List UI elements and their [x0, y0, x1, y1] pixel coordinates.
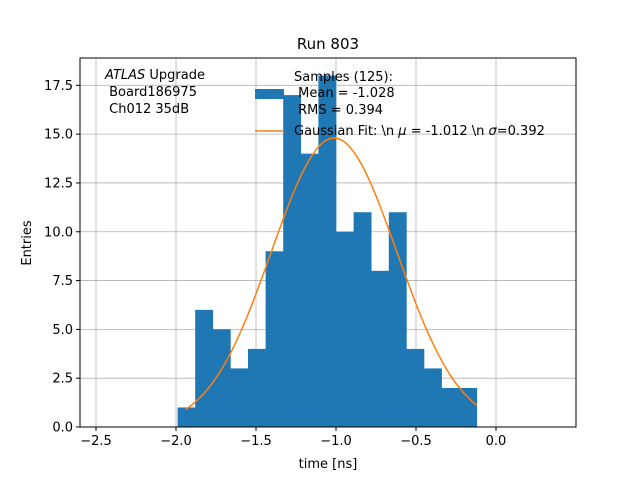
- histogram-bar-7: [300, 153, 319, 427]
- x-tick-label-5: 0.0: [486, 434, 507, 449]
- legend-samples-swatch: [255, 89, 284, 99]
- annotation-line-1: ATLAS Upgrade: [104, 68, 205, 83]
- legend-samples-line-3: RMS = 0.394: [294, 103, 383, 118]
- y-tick-label-3: 7.5: [52, 274, 73, 289]
- histogram-bar-10: [353, 212, 372, 427]
- y-tick-label-2: 5.0: [52, 323, 73, 338]
- y-tick-label-5: 12.5: [44, 176, 73, 191]
- histogram-bar-13: [406, 348, 425, 427]
- annotation-atlas: ATLAS: [104, 68, 145, 83]
- histogram-bar-12: [388, 212, 407, 427]
- legend-fit-label: Gaussian Fit: \n μ = -1.012 \n σ=0.392: [294, 124, 545, 139]
- y-tick-label-7: 17.5: [44, 79, 73, 94]
- histogram-bar-6: [283, 95, 302, 427]
- histogram-bar-2: [212, 329, 231, 427]
- histogram-bar-15: [441, 387, 460, 427]
- histogram-bar-1: [195, 309, 214, 427]
- histogram-bar-9: [336, 231, 354, 427]
- y-tick-label-0: 0.0: [52, 421, 73, 436]
- y-tick-label-4: 10.0: [44, 225, 73, 240]
- y-axis-label: Entries: [20, 220, 35, 266]
- x-tick-label-2: −1.5: [240, 434, 272, 449]
- x-tick-label-4: −0.5: [400, 434, 432, 449]
- histogram-bar-5: [265, 251, 284, 427]
- x-tick-label-0: −2.5: [80, 434, 112, 449]
- annotation-line-2: Board186975: [105, 85, 197, 100]
- x-tick-label-3: −1.0: [320, 434, 352, 449]
- x-axis-label: time [ns]: [299, 457, 358, 472]
- histogram-bar-14: [424, 368, 442, 427]
- legend-fit-prefix: Gaussian Fit: \n: [294, 124, 398, 139]
- y-tick-label-1: 2.5: [52, 372, 73, 387]
- histogram-bar-4: [248, 348, 266, 427]
- annotation-line-3: Ch012 35dB: [105, 102, 189, 117]
- legend-fit-suffix: =0.392: [497, 124, 545, 139]
- histogram-bar-16: [459, 387, 478, 427]
- legend-fit-middle: = -1.012 \n: [407, 124, 489, 139]
- x-tick-label-1: −2.0: [160, 434, 192, 449]
- plot-frame: [79, 57, 577, 428]
- gaussian-fit-line: [185, 137, 478, 411]
- legend: Samples (125): Mean = -1.028 RMS = 0.394…: [255, 70, 545, 139]
- legend-samples-line-2: Mean = -1.028: [294, 86, 395, 101]
- histogram-bar-0: [177, 407, 196, 427]
- x-axis-ticks: −2.5 −2.0 −1.5 −1.0 −0.5 0.0: [80, 427, 506, 449]
- histogram-bar-3: [230, 368, 249, 427]
- y-tick-label-6: 15.0: [44, 128, 73, 143]
- legend-fit-mu: μ: [397, 124, 406, 139]
- atlas-annotation: ATLAS Upgrade Board186975 Ch012 35dB: [104, 68, 205, 117]
- histogram-bar-8: [318, 75, 337, 428]
- legend-fit-sigma: σ: [489, 124, 498, 139]
- legend-samples-line-1: Samples (125):: [294, 70, 393, 85]
- annotation-upgrade: Upgrade: [145, 68, 205, 83]
- y-axis-ticks: 0.0 2.5 5.0 7.5 10.0 12.5 15.0 17.5: [44, 79, 80, 436]
- chart-title: Run 803: [297, 35, 359, 53]
- histogram-bar-11: [371, 270, 390, 427]
